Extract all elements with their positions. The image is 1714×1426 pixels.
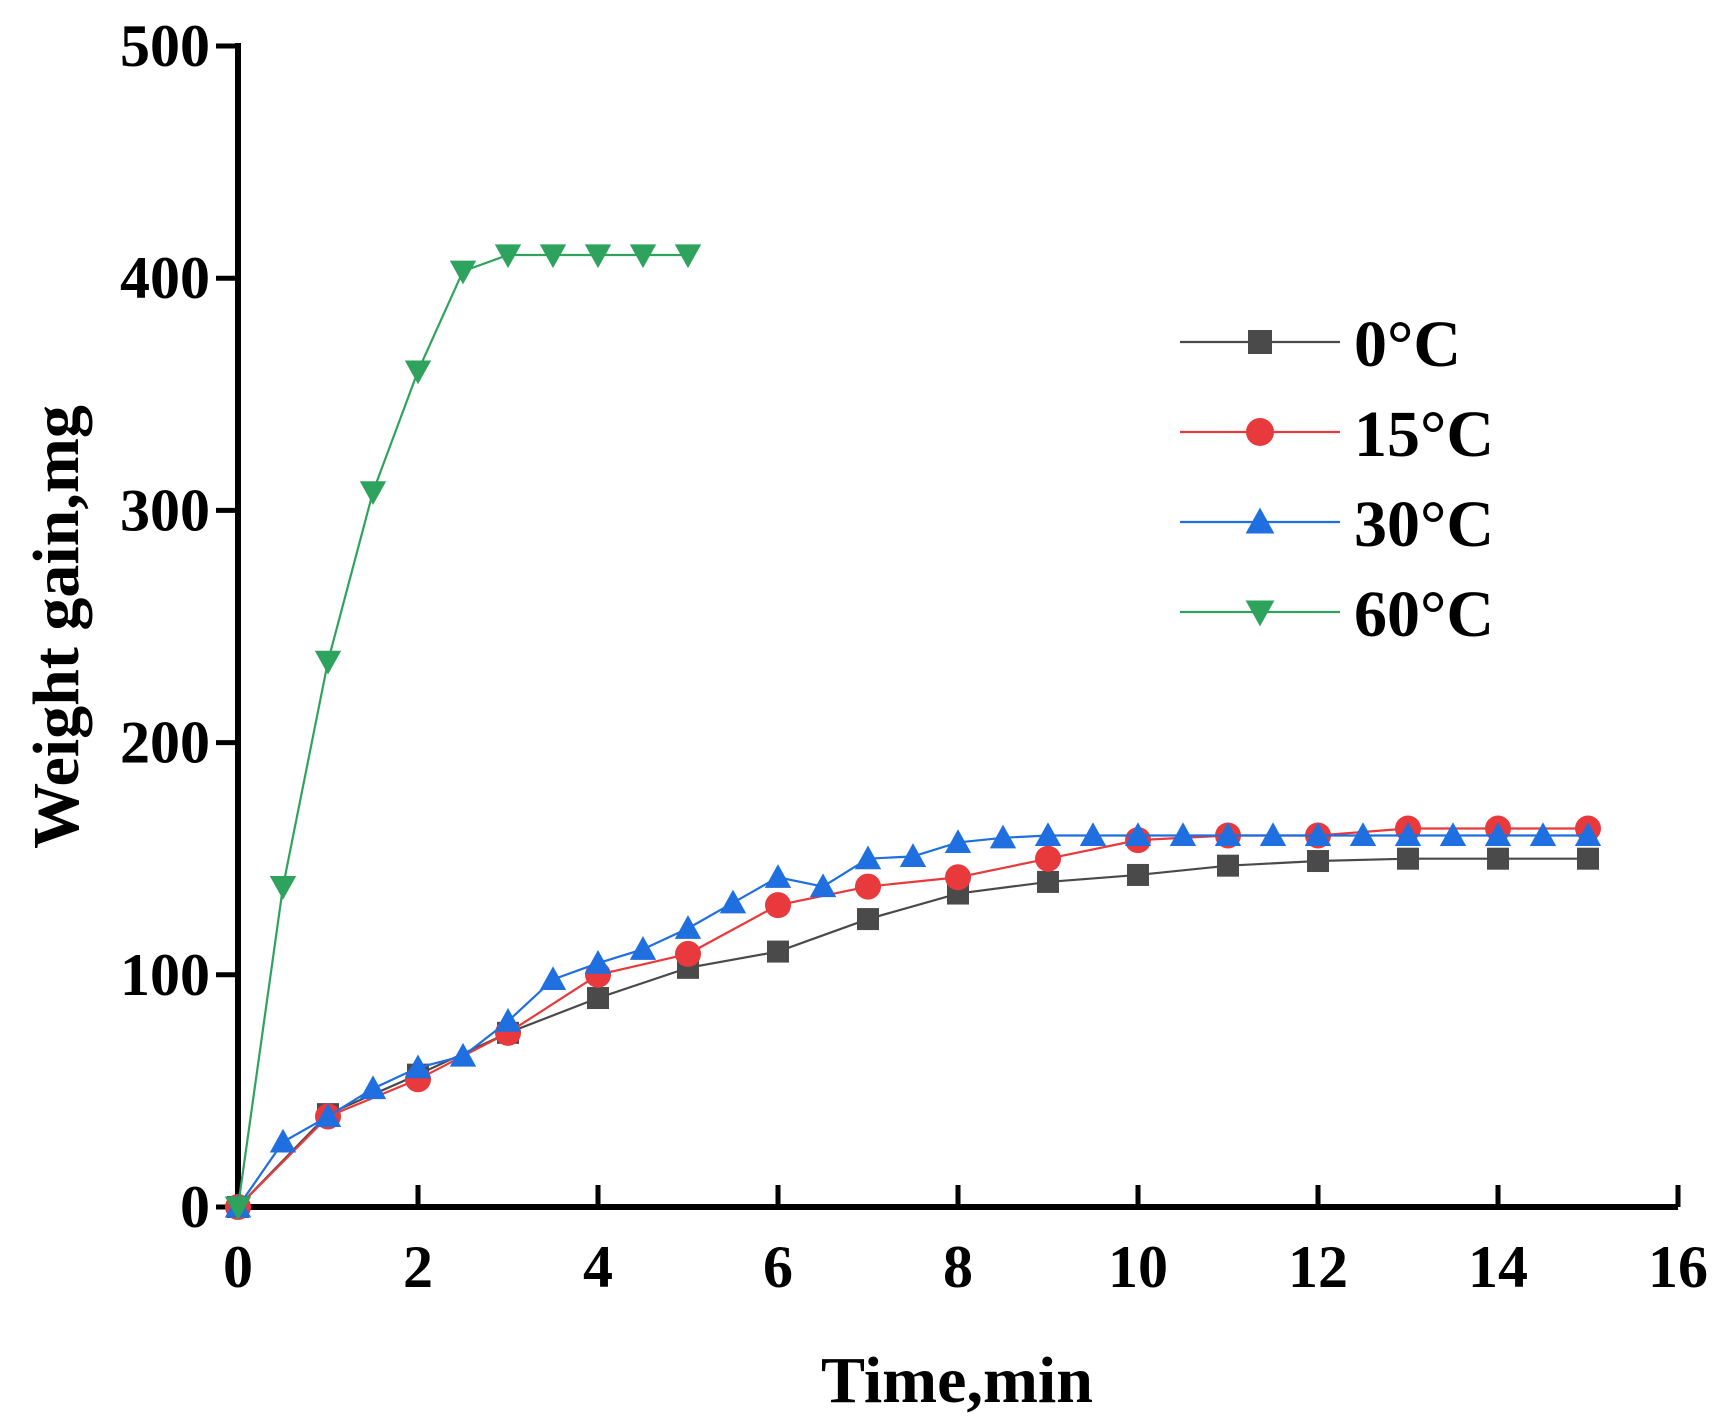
data-point	[855, 873, 881, 900]
series-2	[224, 822, 1602, 1218]
data-point	[449, 1042, 477, 1067]
data-point	[1529, 822, 1557, 847]
legend-marker	[1246, 418, 1274, 446]
data-point	[1304, 822, 1332, 847]
y-tick-label: 300	[120, 477, 210, 543]
data-point	[1487, 847, 1509, 870]
data-point	[494, 1008, 522, 1032]
x-tick-label: 12	[1288, 1234, 1348, 1300]
data-point	[539, 244, 567, 269]
data-point	[899, 843, 927, 867]
data-point	[314, 650, 342, 675]
data-point	[1079, 822, 1107, 847]
data-point	[1169, 822, 1197, 847]
data-point	[1037, 870, 1059, 893]
data-point	[359, 481, 387, 506]
data-point	[1034, 822, 1062, 847]
legend-item: 60°C	[1180, 578, 1494, 651]
data-point	[719, 889, 747, 914]
data-point	[1439, 822, 1467, 847]
data-point	[404, 360, 432, 385]
data-point	[854, 845, 882, 870]
y-tick-label: 0	[180, 1174, 210, 1240]
x-tick-label: 0	[223, 1234, 253, 1300]
data-point	[674, 244, 702, 269]
data-point	[587, 987, 609, 1010]
legend-label: 30°C	[1354, 488, 1494, 561]
x-axis-title: Time,min	[821, 1344, 1093, 1417]
data-point	[449, 260, 477, 285]
x-tick-label: 6	[763, 1234, 793, 1300]
data-point	[404, 1054, 432, 1079]
data-point	[764, 864, 792, 888]
series-layer	[224, 244, 1602, 1221]
legend-label: 0°C	[1354, 308, 1461, 381]
legend-item: 30°C	[1180, 488, 1494, 561]
data-point	[944, 829, 972, 854]
data-point	[1394, 822, 1422, 847]
y-tick-label: 200	[120, 710, 210, 776]
data-point	[1577, 847, 1599, 870]
y-tick-label: 100	[120, 942, 210, 1008]
legend: 0°C 15°C 30°C 60°C	[1180, 308, 1494, 651]
data-point	[1035, 845, 1061, 872]
data-point	[674, 915, 702, 939]
data-point	[1259, 822, 1287, 847]
data-point	[494, 244, 522, 269]
series-3	[224, 244, 702, 1221]
y-ticks: 0 100 200 300 400 500	[120, 13, 238, 1240]
series-line	[237, 834, 1588, 1208]
series-line	[237, 827, 1588, 1208]
legend-item: 15°C	[1180, 398, 1494, 471]
y-axis-title: Weight gain,mg	[20, 405, 93, 849]
legend-label: 15°C	[1354, 398, 1494, 471]
data-point	[269, 876, 297, 900]
data-point	[1217, 854, 1239, 877]
data-point	[584, 949, 612, 974]
data-point	[1124, 822, 1152, 847]
data-point	[1127, 863, 1149, 886]
data-point	[539, 966, 567, 991]
x-tick-label: 8	[943, 1234, 973, 1300]
legend-marker	[1245, 600, 1275, 627]
data-point	[1307, 850, 1329, 873]
y-tick-label: 400	[120, 245, 210, 311]
data-point	[945, 864, 971, 891]
y-tick-label: 500	[120, 13, 210, 79]
data-point	[675, 940, 701, 967]
series-line	[237, 857, 1588, 1208]
data-point	[224, 1196, 252, 1221]
series-0	[227, 847, 1599, 1218]
data-point	[269, 1128, 297, 1153]
data-point	[629, 936, 657, 960]
data-point	[767, 940, 789, 963]
data-point	[809, 873, 837, 898]
x-ticks: 0 2 4 6 8 10 12 14 16	[223, 1185, 1708, 1300]
data-point	[989, 824, 1017, 849]
x-tick-label: 4	[583, 1234, 613, 1300]
data-point	[1397, 847, 1419, 870]
data-point	[359, 1075, 387, 1100]
x-tick-label: 10	[1108, 1234, 1168, 1300]
x-tick-label: 2	[403, 1234, 433, 1300]
data-point	[857, 908, 879, 931]
data-point	[765, 892, 791, 919]
data-point	[1214, 822, 1242, 847]
x-tick-label: 14	[1468, 1234, 1528, 1300]
data-point	[1349, 822, 1377, 847]
data-point	[314, 1103, 342, 1128]
data-point	[629, 244, 657, 269]
data-point	[1574, 822, 1602, 847]
data-point	[1484, 822, 1512, 847]
data-point	[584, 244, 612, 269]
series-1	[225, 815, 1601, 1220]
legend-label: 60°C	[1354, 578, 1494, 651]
legend-item: 0°C	[1180, 308, 1461, 381]
legend-marker	[1245, 507, 1275, 534]
legend-marker	[1248, 330, 1272, 354]
x-tick-label: 16	[1648, 1234, 1708, 1300]
